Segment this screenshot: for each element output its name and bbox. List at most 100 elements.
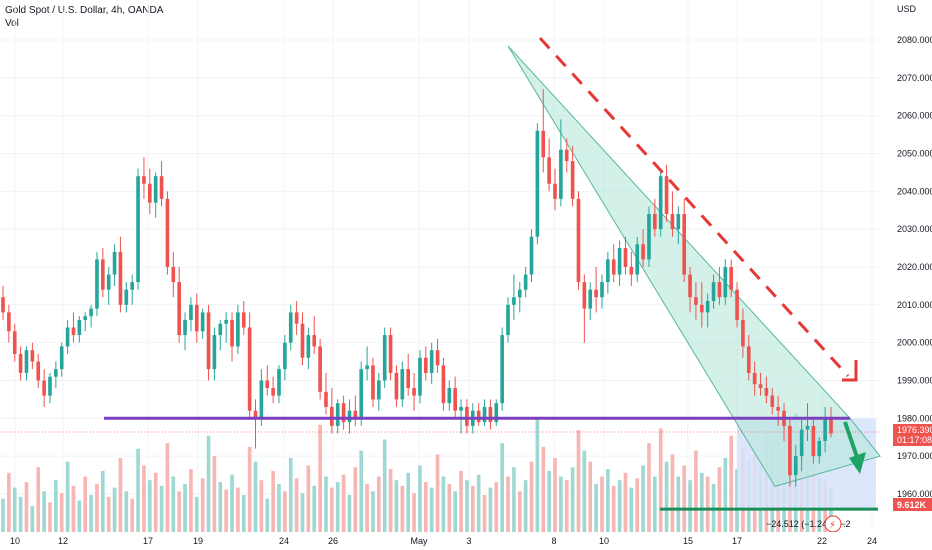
volume-bar: [541, 446, 546, 532]
candle-body: [705, 301, 710, 313]
price-axis[interactable]: 2080.000 2070.000 2060.000 2050.000 2040.000…: [882, 0, 932, 550]
forecast-arrowhead[interactable]: [842, 360, 858, 382]
volume-bar: [611, 485, 616, 532]
volume-bar: [83, 476, 88, 532]
candle-body: [159, 176, 164, 199]
price-tick-label: 2050.000: [897, 149, 932, 159]
candle-body: [746, 346, 751, 373]
volume-bar: [183, 483, 187, 532]
candle-body: [30, 350, 35, 362]
volume-bar: [412, 493, 416, 532]
candle-body: [77, 319, 82, 336]
time-axis[interactable]: 10 12 17 19 24 26 May 3 8 10 15 17 22 24: [0, 532, 932, 550]
green-arrow-head[interactable]: [849, 452, 866, 474]
volume-bar: [447, 483, 452, 532]
candle-body: [18, 353, 23, 373]
candle-body: [382, 335, 387, 381]
candle-body: [318, 346, 322, 392]
time-tick-label: 22: [817, 536, 827, 546]
volume-bar: [576, 430, 581, 532]
candle-body: [541, 130, 546, 158]
volume-bar: [300, 493, 305, 532]
volume-bar: [441, 476, 446, 532]
volume-bar: [717, 467, 722, 532]
volume-bar: [171, 476, 176, 532]
volume-bar: [564, 480, 569, 532]
time-tick-label: 26: [328, 536, 338, 546]
candle-body: [635, 244, 640, 275]
volume-bar: [664, 461, 669, 532]
volume-bar: [54, 480, 58, 532]
volume-bar: [388, 469, 393, 532]
candle-body: [805, 425, 810, 430]
candle-body: [711, 282, 716, 302]
volume-bar: [153, 472, 158, 532]
price-tick-label: 1980.000: [897, 413, 932, 423]
green-arrow-shaft[interactable]: [843, 421, 860, 461]
volume-bar: [647, 443, 651, 532]
time-tick-label: 15: [683, 536, 693, 546]
volume-bar: [194, 496, 199, 532]
volume-bar: [470, 485, 475, 532]
time-tick-label: 10: [599, 536, 609, 546]
candle-body: [793, 456, 798, 476]
volume-bar: [658, 428, 663, 532]
volume-bar: [118, 458, 123, 532]
volume-bar: [371, 491, 375, 532]
volume-bar: [36, 467, 41, 532]
candle-body: [54, 369, 58, 377]
candle-body: [459, 406, 463, 411]
candle-body: [165, 198, 170, 267]
volume-bar: [512, 467, 516, 532]
candle-body: [741, 319, 745, 347]
price-tick-label: 1990.000: [897, 376, 932, 386]
volume-bar: [335, 482, 340, 532]
candle-body: [136, 176, 140, 283]
volume-bar: [418, 465, 422, 532]
volume-bar: [676, 476, 681, 532]
volume-bar: [559, 476, 563, 532]
volume-bar: [265, 498, 270, 532]
volume-bar: [48, 502, 52, 532]
candle-body: [259, 380, 264, 419]
candle-body: [7, 312, 11, 332]
candle-body: [829, 418, 833, 434]
candle-body: [611, 259, 616, 275]
volume-bar: [459, 470, 463, 532]
candle-body: [699, 304, 704, 313]
candle-body: [547, 157, 551, 184]
candle-body: [12, 331, 17, 354]
volume-bar: [553, 458, 557, 532]
candle-body: [500, 335, 504, 404]
forecast-arrows[interactable]: [538, 36, 866, 474]
volume-bar: [699, 472, 704, 532]
lightning-icon[interactable]: ⚡: [829, 520, 836, 531]
candle-body: [330, 406, 334, 426]
time-axis-background: [0, 532, 932, 550]
measure-tail-text: .2: [843, 519, 851, 529]
candle-body: [770, 395, 775, 407]
volume-bar: [24, 482, 29, 532]
current-price-value: 1976.390: [897, 425, 932, 435]
candle-body: [241, 312, 246, 328]
candle-body: [24, 350, 29, 373]
volume-bar: [694, 450, 698, 532]
volume-bar: [124, 491, 129, 532]
candle-body: [171, 266, 176, 283]
candle-body: [588, 289, 593, 309]
time-tick-label: 17: [143, 536, 153, 546]
candle-body: [429, 350, 434, 373]
candle-body: [717, 282, 722, 298]
volume-bar: [230, 474, 234, 532]
dashed-forecast-line[interactable]: [538, 36, 850, 378]
candle-body: [488, 406, 493, 423]
candle-body: [594, 289, 598, 298]
volume-bar: [488, 487, 493, 532]
volume-bar: [218, 482, 223, 532]
symbol-title: Gold Spot / U.S. Dollar, 4h, OANDA: [5, 5, 164, 16]
price-axis-tags: 1976.390 01:17:08 9.612K USD: [893, 4, 932, 511]
volume-bar: [306, 465, 311, 532]
candle-body: [359, 369, 364, 419]
volume-bar: [365, 483, 369, 532]
